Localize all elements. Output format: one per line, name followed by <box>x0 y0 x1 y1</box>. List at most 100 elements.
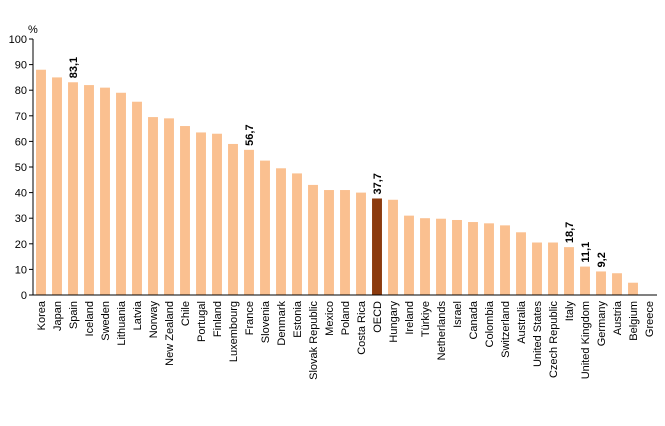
y-axis: 0 10 20 30 40 50 60 70 80 90 100 <box>9 34 34 302</box>
y-tick-label: 0 <box>21 290 27 302</box>
data-label: 11,1 <box>580 242 592 263</box>
bar-ireland <box>404 215 414 295</box>
x-category-label: Korea <box>36 300 48 330</box>
x-category-label: Mexico <box>324 301 336 336</box>
y-tick-label: 20 <box>15 239 27 251</box>
bar-canada <box>468 222 478 295</box>
bar-series <box>36 69 638 296</box>
bar-iceland <box>84 85 94 295</box>
x-category-label: France <box>244 301 256 335</box>
x-category-label: Portugal <box>196 301 208 342</box>
x-category-label: United Kingdom <box>580 301 592 379</box>
bar-new-zealand <box>164 118 174 295</box>
x-category-label: New Zealand <box>164 301 176 366</box>
x-category-label: Colombia <box>484 300 496 347</box>
bar-oecd <box>372 198 382 295</box>
bar-mexico <box>324 190 334 295</box>
bar-slovak-republic <box>308 184 318 295</box>
x-category-label: Finland <box>212 301 224 337</box>
x-category-label: Belgium <box>628 301 640 341</box>
bar-costa-rica <box>356 192 366 295</box>
y-tick-label: 50 <box>15 162 27 174</box>
bar-estonia <box>292 173 302 295</box>
bar-japan <box>52 77 62 296</box>
x-category-label: Slovak Republic <box>308 301 320 380</box>
bar-slovenia <box>260 160 270 295</box>
x-category-label: OECD <box>372 301 384 333</box>
bar-hungary <box>388 199 398 295</box>
data-label: 9,2 <box>596 252 608 267</box>
x-category-label: Ireland <box>404 301 416 335</box>
bar-luxembourg <box>228 143 238 295</box>
x-category-label: Israel <box>452 301 464 328</box>
x-category-label: Denmark <box>276 301 288 346</box>
bar-united-states <box>532 242 542 295</box>
y-tick-label: 60 <box>15 136 27 148</box>
bar-norway <box>148 117 158 295</box>
x-category-label: Japan <box>52 301 64 331</box>
bar-australia <box>516 232 526 295</box>
x-category-label: Luxembourg <box>228 301 240 362</box>
bar-lithuania <box>116 92 126 295</box>
bar-france <box>244 149 254 295</box>
x-category-label: Switzerland <box>500 301 512 358</box>
data-label: 18,7 <box>564 222 576 243</box>
y-tick-label: 40 <box>15 188 27 200</box>
x-category-label: Estonia <box>292 300 304 338</box>
bar-colombia <box>484 223 494 295</box>
x-category-label: Netherlands <box>436 301 448 361</box>
x-category-label: Lithuania <box>116 300 128 346</box>
x-category-label: Costa Rica <box>356 300 368 355</box>
x-category-label: United States <box>532 301 544 368</box>
x-category-label: Norway <box>148 301 160 339</box>
x-category-label: Australia <box>516 300 528 344</box>
y-tick-label: 100 <box>9 34 27 46</box>
x-axis: Korea Japan Spain Iceland Sweden Lithuania Lat… <box>33 294 657 380</box>
x-category-label: Czech Republic <box>548 301 560 379</box>
bar-belgium <box>628 282 638 295</box>
y-tick-label: 80 <box>15 85 27 97</box>
x-category-label: Canada <box>468 300 480 339</box>
bar-czech-republic <box>548 242 558 295</box>
data-label: 56,7 <box>244 124 256 145</box>
x-category-label: Iceland <box>84 301 96 336</box>
y-tick-label: 90 <box>15 60 27 72</box>
x-category-label: Hungary <box>388 301 400 343</box>
y-tick-label: 30 <box>15 213 27 225</box>
bar-united-kingdom <box>580 266 590 295</box>
bar-portugal <box>196 132 206 295</box>
bar-austria <box>612 273 622 295</box>
x-category-label: Türkiye <box>420 301 432 337</box>
bar-korea <box>36 69 46 295</box>
x-category-label: Poland <box>340 301 352 335</box>
bar-netherlands <box>436 218 446 295</box>
bar-spain <box>68 82 78 295</box>
x-category-label: Austria <box>612 300 624 335</box>
bar-latvia <box>132 101 142 295</box>
bar-switzerland <box>500 225 510 295</box>
bar-t-rkiye <box>420 218 430 295</box>
data-label: 83,1 <box>68 57 80 78</box>
x-category-label: Sweden <box>100 301 112 341</box>
bar-italy <box>564 247 574 295</box>
bar-chile <box>180 126 190 295</box>
x-category-label: Spain <box>68 301 80 329</box>
y-tick-label: 10 <box>15 264 27 276</box>
bar-germany <box>596 271 606 295</box>
data-label: 37,7 <box>372 173 384 194</box>
bar-sweden <box>100 87 110 295</box>
x-category-label: Slovenia <box>260 300 272 343</box>
bar-israel <box>452 219 462 295</box>
bar-finland <box>212 133 222 295</box>
x-category-label: Germany <box>596 301 608 347</box>
y-tick-label: 70 <box>15 111 27 123</box>
bar-denmark <box>276 168 286 295</box>
data-labels: 83,1 56,7 37,7 18,7 11,1 9,2 <box>68 57 608 268</box>
x-category-label: Chile <box>180 301 192 326</box>
x-category-label: Italy <box>564 301 576 322</box>
y-axis-unit-label: % <box>28 24 38 36</box>
x-category-label: Latvia <box>132 300 144 330</box>
x-category-label: Greece <box>644 301 656 337</box>
bar-poland <box>340 190 350 295</box>
